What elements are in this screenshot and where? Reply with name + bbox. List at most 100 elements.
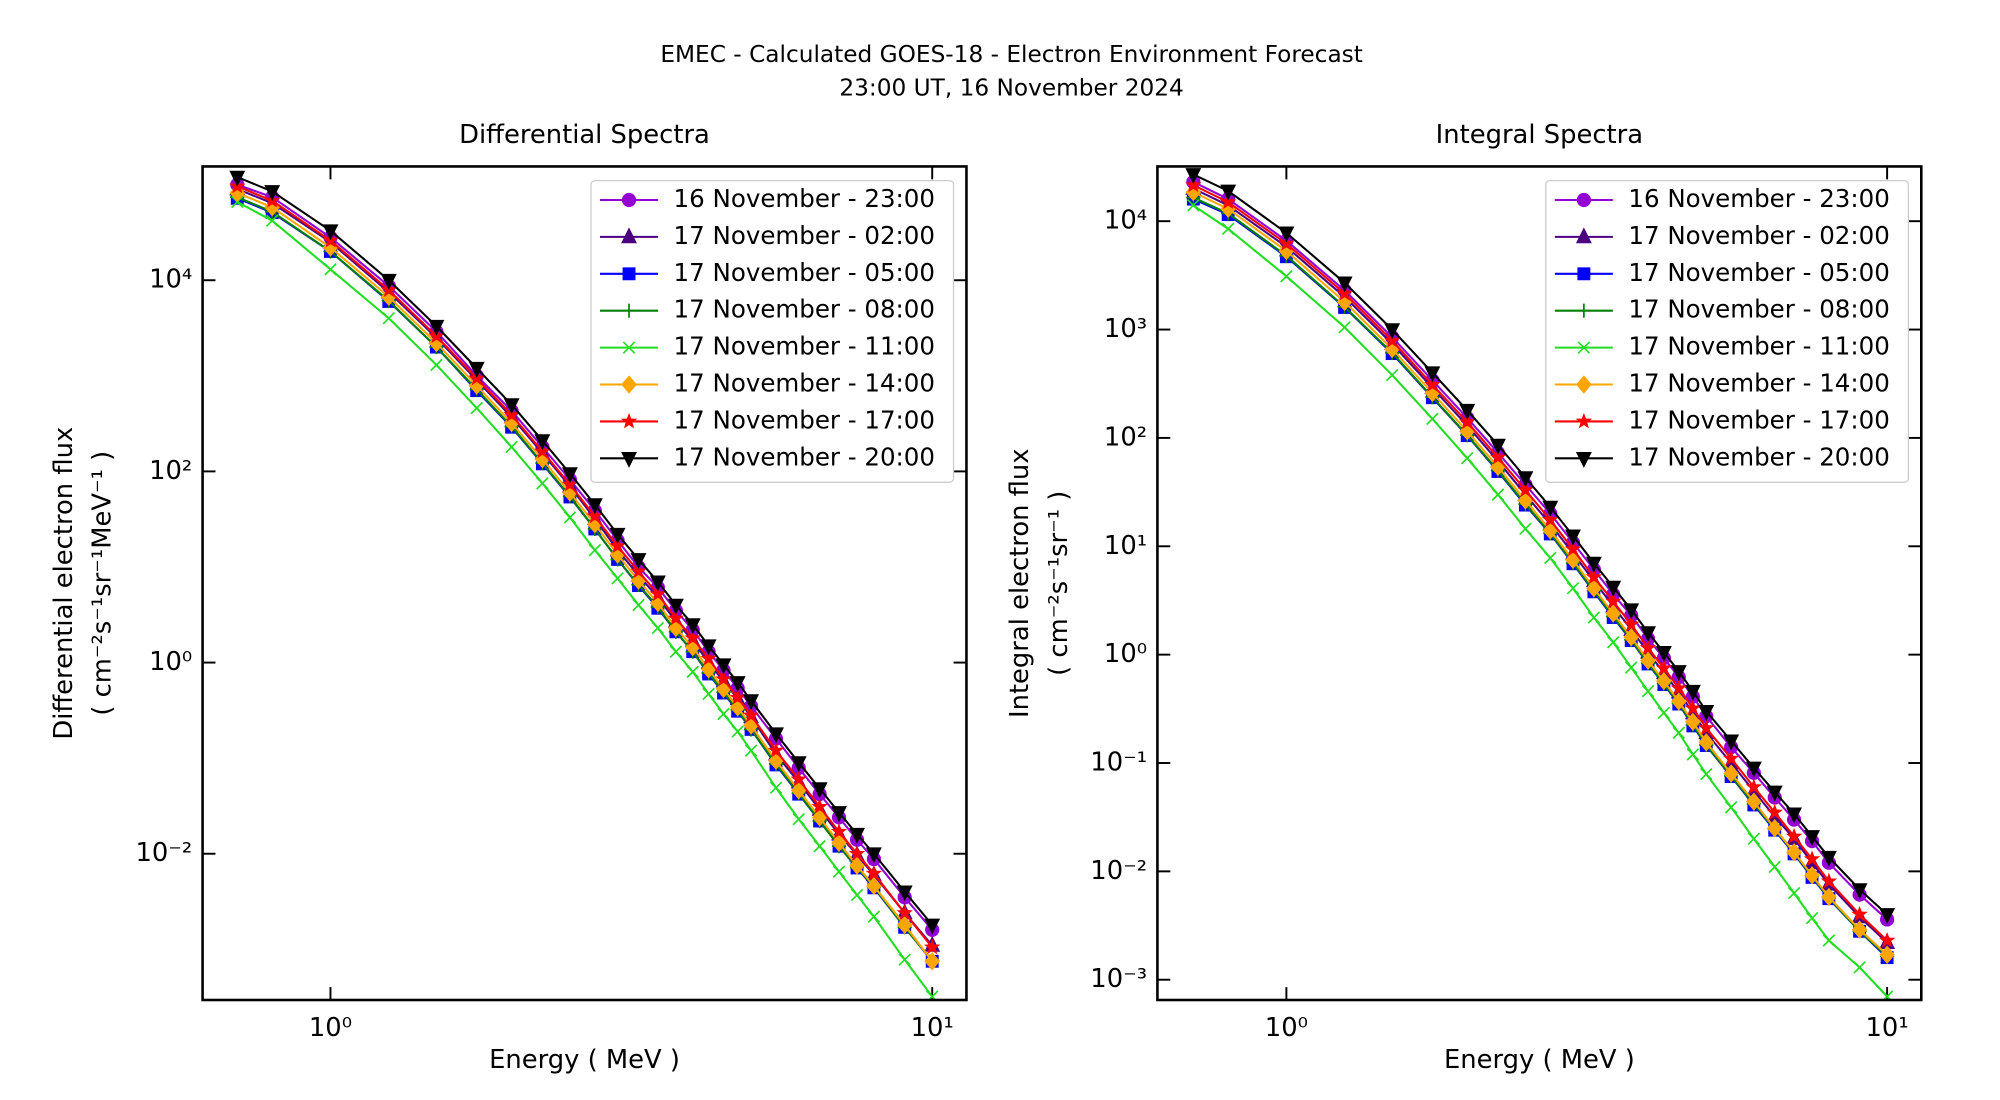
marker <box>849 856 865 875</box>
marker <box>1576 303 1591 318</box>
legend-label: 17 November - 20:00 <box>674 442 935 471</box>
x-tick-label: 10¹ <box>911 1013 954 1043</box>
marker <box>1384 332 1401 348</box>
marker <box>563 511 577 524</box>
legend-label: 17 November - 11:00 <box>1628 332 1889 361</box>
marker <box>1851 920 1868 939</box>
marker <box>1577 267 1591 281</box>
marker <box>1564 540 1582 557</box>
figure-title: EMEC - Calculated GOES-18 - Electron Env… <box>660 41 1363 68</box>
marker <box>1698 733 1715 752</box>
marker <box>1804 866 1820 885</box>
marker <box>1670 665 1687 681</box>
marker <box>265 214 279 227</box>
marker <box>924 938 941 955</box>
marker <box>1785 827 1803 844</box>
marker <box>611 572 624 585</box>
marker <box>1577 341 1591 354</box>
marker <box>813 839 826 853</box>
marker <box>1605 604 1621 623</box>
marker <box>1576 375 1592 394</box>
marker <box>561 475 579 492</box>
legend-label: 17 November - 08:00 <box>674 295 935 324</box>
x-axis-label: Energy ( MeV ) <box>1444 1045 1635 1075</box>
marker <box>430 358 443 372</box>
marker <box>1820 850 1837 867</box>
marker <box>1851 883 1868 900</box>
marker <box>1747 832 1761 846</box>
plot-area <box>229 170 941 1000</box>
marker <box>1670 679 1687 696</box>
marker <box>849 827 865 844</box>
y-tick-label: 10⁻¹ <box>1090 748 1147 778</box>
marker <box>609 527 626 544</box>
marker <box>264 185 281 201</box>
marker <box>586 507 603 524</box>
marker <box>702 687 715 701</box>
y-axis-label: Integral electron flux <box>1005 448 1035 718</box>
marker <box>621 192 637 208</box>
marker <box>1221 222 1235 236</box>
marker <box>1657 706 1671 720</box>
marker <box>1698 719 1715 736</box>
legend-box <box>590 180 955 483</box>
marker <box>792 812 805 826</box>
marker <box>1185 168 1202 184</box>
marker <box>731 725 744 738</box>
legend-label: 17 November - 08:00 <box>1628 295 1889 324</box>
marker <box>896 904 913 920</box>
marker <box>1280 270 1293 283</box>
marker <box>896 885 913 902</box>
marker <box>700 639 717 656</box>
marker <box>1623 627 1639 647</box>
marker <box>1851 905 1868 922</box>
marker <box>667 609 685 626</box>
marker <box>1685 712 1701 731</box>
marker <box>1745 778 1762 794</box>
marker <box>588 543 602 557</box>
marker <box>925 990 939 1000</box>
marker <box>1624 661 1638 674</box>
marker <box>1766 803 1783 820</box>
marker <box>1278 235 1295 251</box>
marker <box>1544 551 1557 565</box>
y-tick-label: 10² <box>149 456 192 486</box>
legend-label: 17 November - 05:00 <box>674 258 935 287</box>
marker <box>620 412 638 429</box>
x-tick-label: 10⁰ <box>1265 1013 1308 1043</box>
marker <box>1766 785 1783 802</box>
legend-label: 16 November - 23:00 <box>1628 184 1889 213</box>
marker <box>632 598 645 612</box>
marker <box>322 224 339 241</box>
marker <box>684 618 701 635</box>
marker <box>1519 522 1532 536</box>
marker <box>622 341 636 354</box>
legend-label: 17 November - 05:00 <box>1628 258 1889 287</box>
marker <box>1336 284 1353 301</box>
marker <box>667 598 684 615</box>
marker <box>1576 192 1591 208</box>
marker <box>380 273 397 290</box>
y-axis-label: Differential electron flux <box>49 427 79 740</box>
plot-frame <box>1156 165 1923 1002</box>
y-tick-label: 10⁻² <box>1090 856 1147 886</box>
marker <box>1606 636 1620 649</box>
marker <box>1585 556 1602 573</box>
marker <box>865 847 882 864</box>
marker <box>769 781 783 795</box>
marker <box>1575 227 1592 244</box>
marker <box>811 798 828 814</box>
marker <box>1641 684 1655 698</box>
marker <box>1605 580 1622 597</box>
marker <box>1490 438 1506 455</box>
marker <box>1517 471 1534 488</box>
marker <box>324 263 337 276</box>
marker <box>609 537 626 554</box>
marker <box>1853 961 1866 974</box>
marker <box>470 401 483 415</box>
marker <box>1722 749 1740 766</box>
marker <box>1220 184 1237 201</box>
subplot-title: Differential Spectra <box>459 120 710 150</box>
marker <box>1385 368 1399 382</box>
